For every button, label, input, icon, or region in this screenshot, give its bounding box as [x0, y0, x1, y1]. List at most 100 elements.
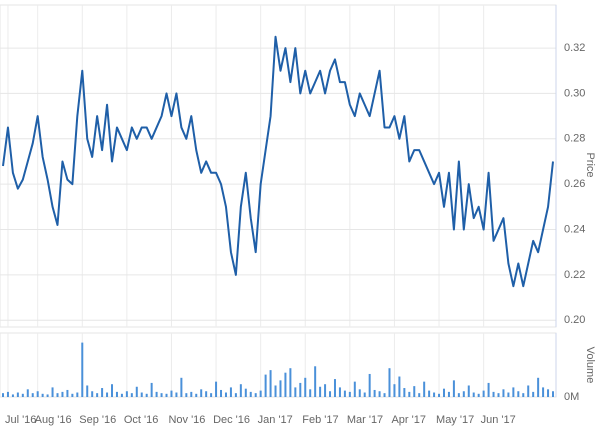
volume-bar: [547, 389, 550, 397]
volume-bar: [135, 386, 138, 397]
volume-bar: [234, 393, 237, 397]
volume-bar: [71, 393, 74, 397]
volume-bar: [259, 390, 262, 397]
volume-bar: [383, 393, 386, 397]
volume-bar: [115, 391, 118, 397]
volume-bar: [433, 392, 436, 397]
volume-bar: [106, 392, 109, 397]
volume-bar: [195, 393, 198, 397]
volume-bar: [403, 388, 406, 397]
volume-bar: [140, 392, 143, 397]
volume-bar: [155, 391, 158, 397]
volume-bar: [393, 384, 396, 397]
price-axis-title: Price: [584, 152, 596, 177]
volume-bar: [215, 381, 218, 397]
volume-bar: [274, 385, 277, 397]
volume-bar: [31, 393, 34, 397]
volume-bar: [264, 374, 267, 397]
x-tick-label: Aug '16: [35, 414, 72, 426]
volume-bar: [284, 372, 287, 397]
volume-bar: [185, 393, 188, 397]
volume-bar: [363, 392, 366, 397]
volume-bar: [457, 393, 460, 397]
volume-bar: [180, 377, 183, 397]
x-tick-label: Oct '16: [124, 414, 159, 426]
volume-bar: [299, 382, 302, 397]
volume-bar: [333, 379, 336, 397]
volume-bar: [205, 391, 208, 397]
volume-bar: [522, 393, 525, 397]
volume-bar: [542, 387, 545, 397]
volume-bar: [428, 390, 431, 397]
volume-bar: [81, 342, 84, 397]
x-tick-label: Feb '17: [302, 414, 338, 426]
y-tick-label: 0.26: [564, 178, 585, 190]
volume-bar: [150, 382, 153, 397]
y-tick-label: 0.22: [564, 269, 585, 281]
volume-bar: [2, 393, 4, 397]
y-tick-label: 0.32: [564, 42, 585, 54]
volume-bar: [368, 373, 371, 397]
volume-bar: [447, 391, 450, 397]
volume-bar: [314, 366, 317, 397]
volume-bar: [418, 393, 421, 397]
volume-bar: [304, 377, 307, 397]
volume-bar: [408, 391, 411, 397]
volume-bar: [413, 386, 416, 397]
x-tick-label: Jan '17: [258, 414, 293, 426]
volume-bar: [373, 389, 376, 397]
volume-bar: [220, 389, 223, 397]
volume-bar: [239, 384, 242, 397]
volume-bar: [96, 393, 99, 397]
volume-bar: [423, 381, 426, 397]
y-tick-label: 0.20: [564, 314, 585, 326]
volume-bar: [190, 391, 193, 397]
volume-bar: [16, 392, 19, 397]
volume-bar: [244, 388, 247, 397]
volume-bar: [21, 393, 24, 397]
y-tick-label: 0.28: [564, 133, 585, 145]
volume-bar: [477, 393, 480, 397]
x-tick-label: Jun '17: [481, 414, 516, 426]
y-tick-label: 0.24: [564, 223, 585, 235]
volume-bar: [552, 391, 554, 397]
volume-bar: [11, 394, 14, 397]
volume-bar: [442, 388, 445, 397]
volume-bar: [497, 393, 500, 397]
volume-bar: [348, 391, 351, 397]
volume-bar: [26, 389, 29, 397]
volume-bar: [482, 390, 485, 397]
x-tick-label: May '17: [436, 414, 474, 426]
volume-bar: [36, 391, 39, 397]
volume-bar: [472, 392, 475, 397]
volume-bar: [388, 368, 391, 397]
volume-bar: [86, 385, 89, 397]
volume-bar: [229, 387, 232, 397]
x-tick-label: Nov '16: [168, 414, 205, 426]
volume-bar: [111, 384, 114, 397]
x-tick-label: Apr '17: [391, 414, 426, 426]
volume-bar: [170, 390, 173, 397]
volume-bar: [537, 377, 540, 397]
volume-bar: [254, 393, 257, 397]
volume-bar: [294, 387, 297, 397]
x-tick-label: Dec '16: [213, 414, 250, 426]
volume-bar: [462, 391, 465, 397]
volume-bar: [338, 387, 341, 397]
volume-bar: [358, 389, 361, 397]
volume-bar: [66, 389, 69, 397]
volume-bar: [502, 389, 505, 397]
volume-bar: [51, 387, 54, 397]
volume-bar: [6, 391, 9, 397]
volume-bar: [438, 393, 441, 397]
volume-bar: [343, 390, 346, 397]
volume-bar: [145, 393, 148, 397]
volume-bar: [41, 393, 44, 397]
volume-bar: [487, 382, 490, 397]
volume-bar: [492, 391, 495, 397]
volume-bar: [452, 380, 455, 397]
volume-bar: [125, 391, 128, 397]
volume-bar: [507, 392, 510, 397]
